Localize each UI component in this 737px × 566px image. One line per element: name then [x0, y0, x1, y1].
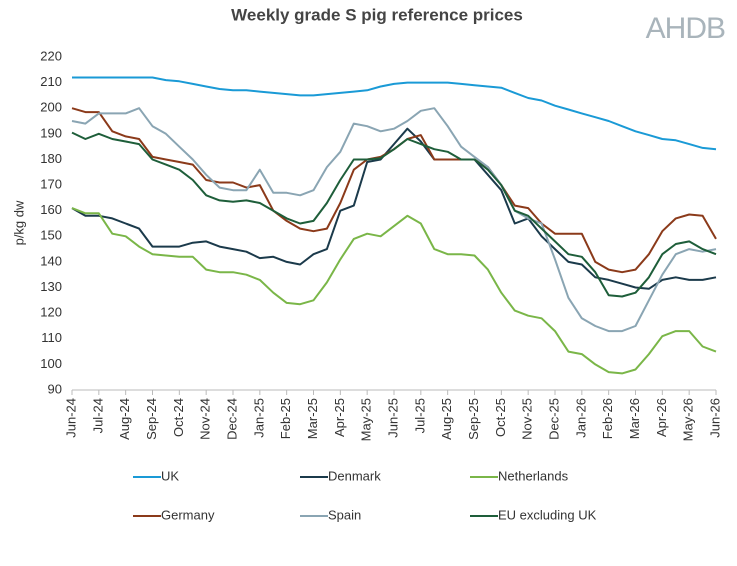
series-line: [71, 107, 717, 333]
x-tick-label: May-26: [681, 398, 696, 441]
y-tick-label: 220: [40, 48, 62, 63]
legend-label: Germany: [161, 507, 215, 522]
legend-label: EU excluding UK: [498, 507, 597, 522]
x-tick-label: Mar-26: [627, 398, 642, 439]
x-tick-label: Feb-26: [600, 398, 615, 439]
x-tick-label: May-25: [359, 398, 374, 441]
y-tick-label: 190: [40, 125, 62, 140]
x-tick-label: Jul-24: [90, 398, 105, 433]
y-tick-label: 130: [40, 279, 62, 294]
x-tick-label: Jun-24: [63, 398, 78, 438]
x-tick-label: Nov-25: [520, 398, 535, 440]
x-tick-label: Dec-25: [546, 398, 561, 440]
y-tick-label: 110: [41, 330, 62, 345]
y-tick-label: 160: [40, 202, 62, 217]
series-line: [71, 131, 717, 298]
y-tick-label: 120: [40, 305, 62, 320]
chart-title: Weekly grade S pig reference prices: [231, 5, 523, 24]
x-tick-label: Jan-25: [251, 398, 266, 438]
x-tick-label: Oct-25: [493, 398, 508, 437]
x-tick-label: Jun-26: [707, 398, 722, 438]
series-line: [71, 207, 717, 375]
x-tick-label: Dec-24: [224, 398, 239, 440]
x-tick-label: Aug-24: [117, 398, 132, 440]
legend-label: Spain: [328, 507, 361, 522]
legend-label: UK: [161, 468, 179, 483]
y-tick-label: 100: [40, 356, 62, 371]
y-tick-label: 200: [40, 100, 62, 115]
series-line: [72, 76, 717, 151]
x-tick-label: Aug-25: [439, 398, 454, 440]
legend-label: Netherlands: [498, 468, 569, 483]
y-tick-label: 140: [40, 253, 62, 268]
x-tick-label: Jan-26: [573, 398, 588, 438]
y-tick-label: 90: [48, 381, 62, 396]
y-axis-label: p/kg dw: [11, 200, 26, 245]
series-line: [71, 127, 717, 290]
x-tick-label: Apr-26: [654, 398, 669, 437]
x-tick-label: Oct-24: [171, 398, 186, 437]
x-tick-label: Nov-24: [198, 398, 213, 440]
x-tick-label: Feb-25: [278, 398, 293, 439]
x-tick-label: Sep-25: [466, 398, 481, 440]
logo: AHDB: [646, 12, 725, 45]
x-tick-label: Apr-25: [332, 398, 347, 437]
x-tick-label: Sep-24: [144, 398, 159, 440]
x-tick-label: Jun-25: [385, 398, 400, 438]
y-tick-label: 180: [40, 151, 62, 166]
y-tick-label: 210: [40, 74, 62, 89]
y-tick-label: 170: [40, 177, 62, 192]
x-tick-label: Mar-25: [305, 398, 320, 439]
y-tick-label: 150: [40, 228, 62, 243]
legend-label: Denmark: [328, 468, 381, 483]
x-tick-label: Jul-25: [412, 398, 427, 433]
